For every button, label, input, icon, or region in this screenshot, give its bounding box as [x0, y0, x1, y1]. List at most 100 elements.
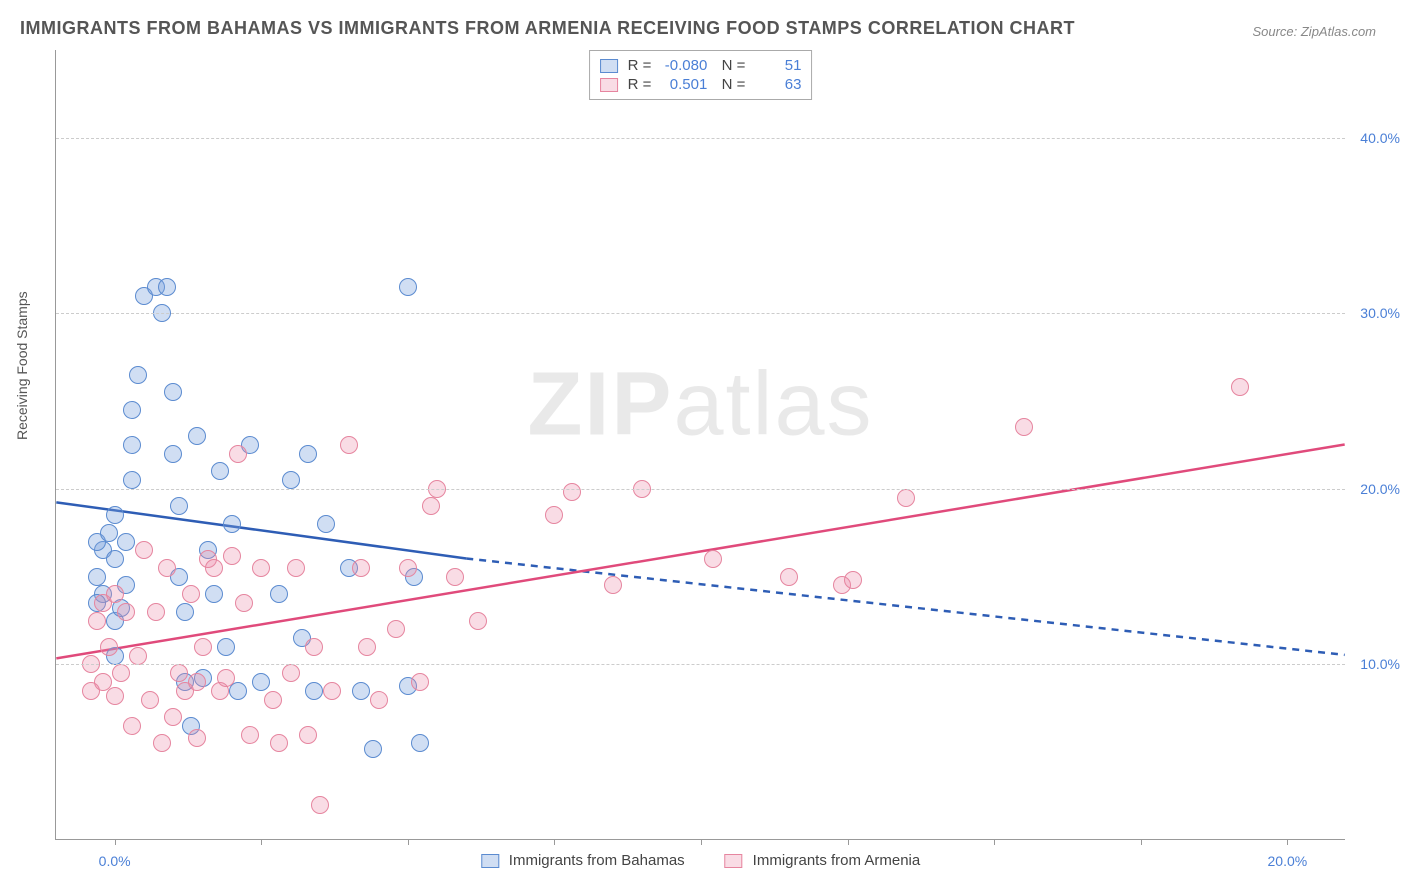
data-point [235, 594, 253, 612]
data-point [100, 524, 118, 542]
data-point [188, 673, 206, 691]
data-point [305, 638, 323, 656]
data-point [170, 664, 188, 682]
data-point [106, 687, 124, 705]
x-tick-mark [848, 839, 849, 845]
swatch-bahamas [600, 59, 618, 73]
stats-legend: R = -0.080 N = 51 R = 0.501 N = 63 [589, 50, 813, 100]
data-point [129, 366, 147, 384]
data-point [188, 729, 206, 747]
data-point [129, 647, 147, 665]
n-value-armenia: 63 [751, 76, 801, 93]
grid-line [56, 138, 1345, 139]
data-point [123, 471, 141, 489]
data-point [112, 664, 130, 682]
r-value-bahamas: -0.080 [657, 57, 707, 74]
legend-label-armenia: Immigrants from Armenia [753, 852, 921, 869]
data-point [311, 796, 329, 814]
data-point [1231, 378, 1249, 396]
data-point [270, 585, 288, 603]
r-label: R = [628, 57, 652, 74]
x-tick-label: 0.0% [99, 853, 131, 869]
data-point [399, 559, 417, 577]
data-point [545, 506, 563, 524]
legend-label-bahamas: Immigrants from Bahamas [509, 852, 685, 869]
data-point [176, 603, 194, 621]
data-point [563, 483, 581, 501]
data-point [170, 497, 188, 515]
y-tick-label: 40.0% [1360, 130, 1400, 146]
data-point [704, 550, 722, 568]
data-point [106, 550, 124, 568]
x-tick-mark [994, 839, 995, 845]
data-point [270, 734, 288, 752]
data-point [147, 603, 165, 621]
trend-line [56, 445, 1344, 659]
trend-line [466, 558, 1344, 654]
data-point [282, 664, 300, 682]
data-point [141, 691, 159, 709]
n-value-bahamas: 51 [751, 57, 801, 74]
n-label: N = [713, 57, 745, 74]
data-point [123, 436, 141, 454]
data-point [411, 673, 429, 691]
data-point [158, 559, 176, 577]
data-point [117, 533, 135, 551]
x-tick-mark [408, 839, 409, 845]
data-point [317, 515, 335, 533]
grid-line [56, 313, 1345, 314]
data-point [164, 708, 182, 726]
data-point [106, 585, 124, 603]
data-point [194, 638, 212, 656]
data-point [340, 436, 358, 454]
data-point [252, 673, 270, 691]
data-point [205, 559, 223, 577]
data-point [205, 585, 223, 603]
data-point [217, 638, 235, 656]
data-point [158, 278, 176, 296]
data-point [422, 497, 440, 515]
swatch-armenia [725, 854, 743, 868]
data-point [106, 506, 124, 524]
data-point [135, 541, 153, 559]
data-point [188, 427, 206, 445]
grid-line [56, 664, 1345, 665]
data-point [299, 445, 317, 463]
y-tick-label: 20.0% [1360, 481, 1400, 497]
data-point [411, 734, 429, 752]
x-tick-mark [1141, 839, 1142, 845]
x-tick-mark [115, 839, 116, 845]
data-point [370, 691, 388, 709]
x-tick-mark [554, 839, 555, 845]
data-point [1015, 418, 1033, 436]
r-label: R = [628, 76, 652, 93]
source-label: Source: ZipAtlas.com [1252, 24, 1376, 39]
legend-item-armenia: Immigrants from Armenia [725, 852, 921, 869]
data-point [88, 612, 106, 630]
x-tick-mark [1287, 839, 1288, 845]
data-point [211, 462, 229, 480]
data-point [264, 691, 282, 709]
data-point [223, 515, 241, 533]
grid-line [56, 489, 1345, 490]
data-point [446, 568, 464, 586]
stats-row-bahamas: R = -0.080 N = 51 [600, 57, 802, 74]
scatter-plot: ZIPatlas R = -0.080 N = 51 R = 0.501 N =… [55, 50, 1345, 840]
data-point [217, 669, 235, 687]
data-point [780, 568, 798, 586]
data-point [604, 576, 622, 594]
data-point [164, 445, 182, 463]
chart-title: IMMIGRANTS FROM BAHAMAS VS IMMIGRANTS FR… [20, 18, 1075, 39]
y-tick-label: 30.0% [1360, 305, 1400, 321]
x-tick-mark [261, 839, 262, 845]
data-point [844, 571, 862, 589]
legend-item-bahamas: Immigrants from Bahamas [481, 852, 685, 869]
data-point [305, 682, 323, 700]
data-point [287, 559, 305, 577]
data-point [164, 383, 182, 401]
data-point [153, 734, 171, 752]
data-point [282, 471, 300, 489]
data-point [252, 559, 270, 577]
x-tick-label: 20.0% [1268, 853, 1308, 869]
data-point [229, 445, 247, 463]
